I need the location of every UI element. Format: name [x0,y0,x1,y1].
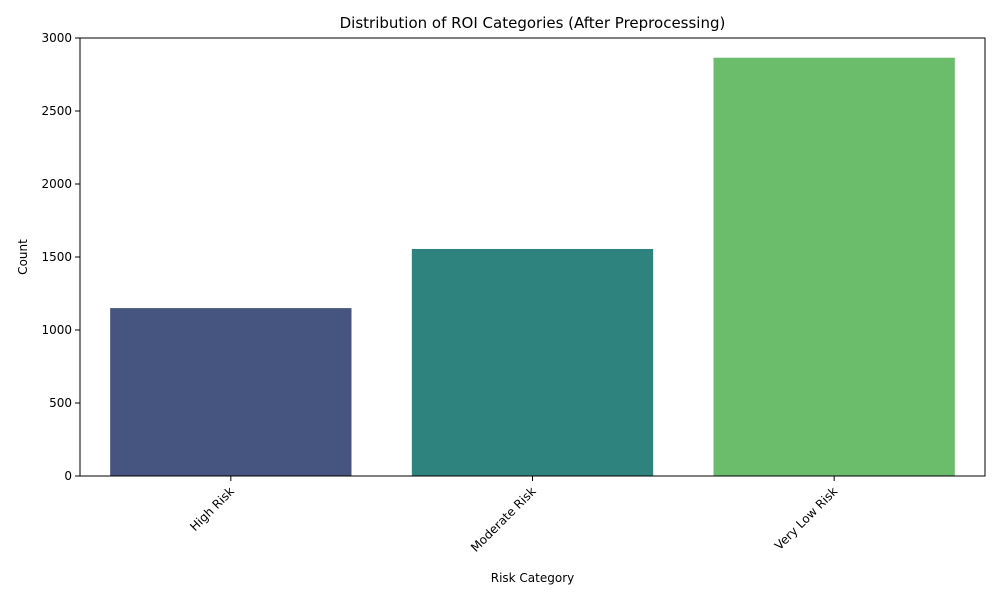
y-tick-label: 2000 [41,177,72,191]
x-axis-label: Risk Category [491,571,575,585]
bar-very-low-risk [713,57,955,477]
y-axis: 0 500 1000 1500 2000 2500 3000 [41,31,80,483]
y-tick-label: 0 [64,469,72,483]
y-axis-label: Count [16,239,30,275]
x-tick-label: Moderate Risk [468,484,539,555]
y-tick-label: 1500 [41,250,72,264]
x-axis: High Risk Moderate Risk Very Low Risk [187,476,840,555]
y-tick-label: 1000 [41,323,72,337]
y-tick-label: 3000 [41,31,72,45]
plot-area [79,37,986,477]
y-tick-label: 500 [49,396,72,410]
x-tick-label: High Risk [187,484,237,534]
bar-moderate-risk [411,248,654,476]
bar-high-risk [110,308,352,476]
x-tick-label: Very Low Risk [772,484,841,553]
chart-title: Distribution of ROI Categories (After Pr… [340,14,726,32]
y-tick-label: 2500 [41,104,72,118]
